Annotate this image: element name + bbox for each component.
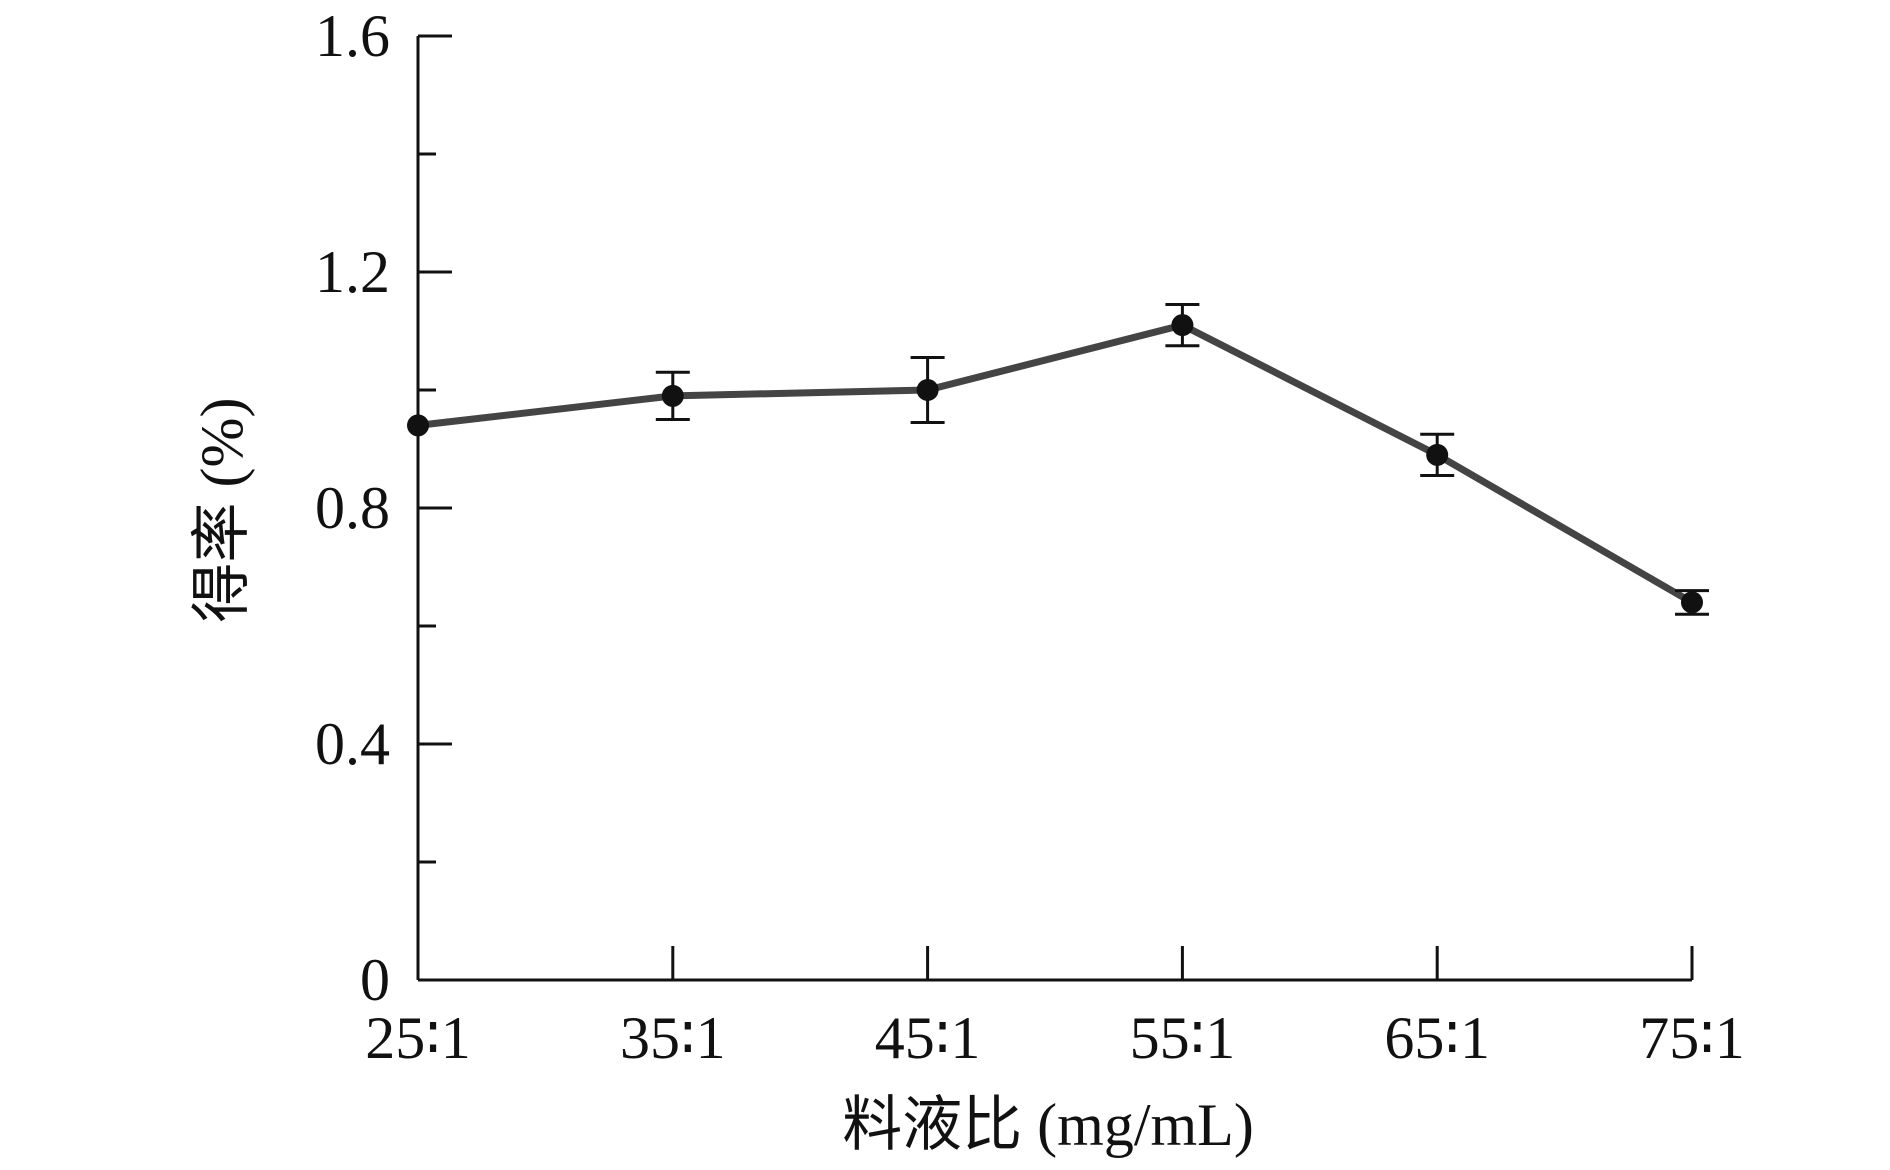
x-tick-label: 25∶1 [365,1005,471,1071]
plot-area [407,302,1709,616]
data-point [1171,314,1194,337]
data-point [407,414,429,437]
y-tick-label: 0 [360,947,390,1013]
x-ticks: 25∶1 35∶1 45∶1 55∶1 65∶1 75∶1 [365,946,1745,1071]
x-tick-label: 45∶1 [875,1005,981,1071]
series-line [417,321,1694,606]
y-tick-label: 1.6 [315,3,390,69]
x-tick-label: 75∶1 [1639,1005,1745,1071]
y-axis-label: 得率 (%) [189,398,255,623]
x-tick-label: 35∶1 [620,1005,726,1071]
axes [416,36,1692,982]
x-tick-label: 65∶1 [1384,1005,1490,1071]
y-tick-label: 1.2 [315,239,390,305]
x-tick-label: 55∶1 [1130,1005,1236,1071]
data-point [916,379,939,401]
data-point [1426,443,1449,466]
data-point [1681,591,1703,614]
y-tick-label: 0.8 [315,475,390,541]
x-axis-label: 料液比 (mg/mL) [842,1092,1254,1158]
data-point [661,384,684,407]
y-tick-label: 0.4 [315,711,390,777]
y-ticks: 0 0.4 0.8 1.2 1.6 [315,3,452,1013]
